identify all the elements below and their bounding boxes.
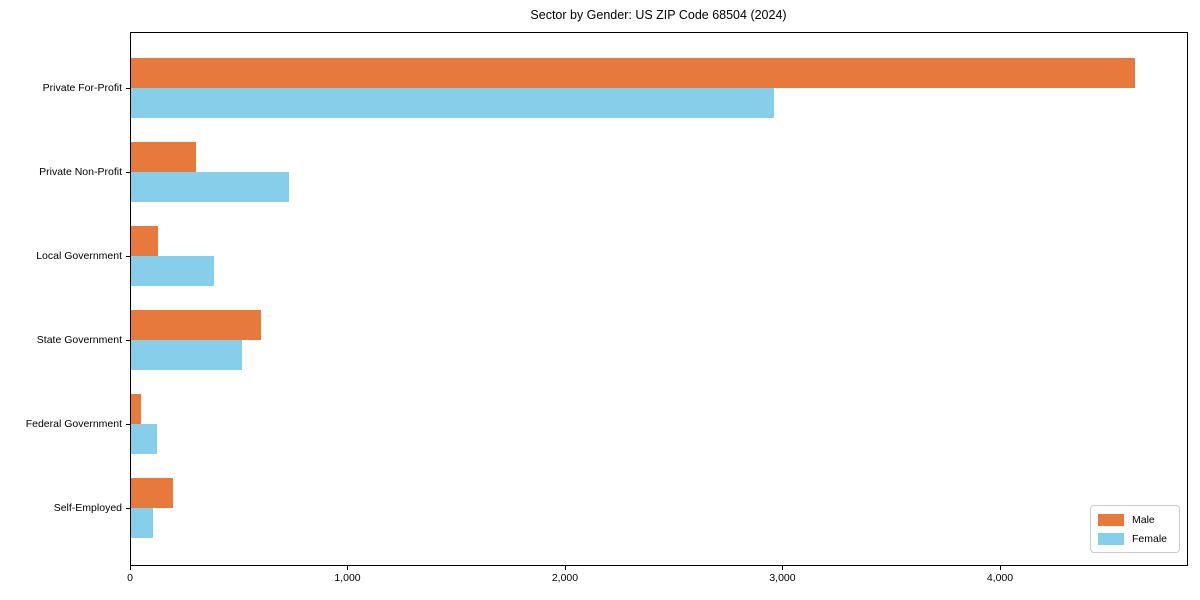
legend-label: Female — [1132, 532, 1168, 545]
y-tick-mark — [126, 88, 130, 89]
y-tick-mark — [126, 340, 130, 341]
bar-female-5 — [131, 424, 157, 454]
y-axis-label-5: Federal Government — [25, 418, 122, 430]
bar-female-6 — [131, 508, 153, 538]
legend: Male Female — [1090, 505, 1180, 553]
y-axis-label-2: Private Non-Profit — [39, 166, 122, 178]
bar-male-4 — [131, 310, 261, 340]
chart-title: Sector by Gender: US ZIP Code 68504 (202… — [530, 8, 787, 22]
x-tick-mark — [564, 566, 566, 570]
y-tick-mark — [126, 508, 130, 509]
x-axis-tick-label-5: 4,000 — [986, 572, 1014, 584]
x-tick-mark — [999, 566, 1001, 570]
x-axis-tick-label-3: 2,000 — [551, 572, 579, 584]
y-tick-mark — [126, 424, 130, 425]
y-tick-mark — [126, 256, 130, 257]
bar-male-6 — [131, 478, 173, 508]
y-axis-label-3: Local Government — [36, 250, 122, 262]
plot-area — [130, 32, 1188, 566]
bar-male-1 — [131, 58, 1135, 88]
bar-female-3 — [131, 256, 214, 286]
bar-male-3 — [131, 226, 158, 256]
x-tick-mark — [130, 566, 131, 570]
bar-female-4 — [131, 340, 242, 370]
bar-female-2 — [131, 172, 289, 202]
legend-swatch-male — [1098, 513, 1124, 526]
y-axis-label-1: Private For-Profit — [42, 82, 122, 94]
x-axis-tick-label-2: 1,000 — [334, 572, 361, 584]
y-axis-label-4: State Government — [36, 334, 122, 346]
y-axis-label-6: Self-Employed — [53, 502, 122, 514]
y-tick-mark — [126, 172, 130, 173]
bar-male-2 — [131, 142, 196, 172]
x-tick-mark — [347, 566, 349, 570]
x-axis-tick-label-4: 3,000 — [769, 572, 796, 584]
legend-swatch-female — [1098, 532, 1124, 545]
legend-label: Male — [1132, 513, 1155, 526]
legend-entry-male: Male — [1098, 512, 1171, 527]
legend-entry-female: Female — [1098, 531, 1171, 546]
bar-female-1 — [131, 88, 774, 118]
x-axis-tick-label-1: 0 — [127, 572, 133, 584]
x-tick-mark — [782, 566, 784, 570]
bar-male-5 — [131, 394, 141, 424]
